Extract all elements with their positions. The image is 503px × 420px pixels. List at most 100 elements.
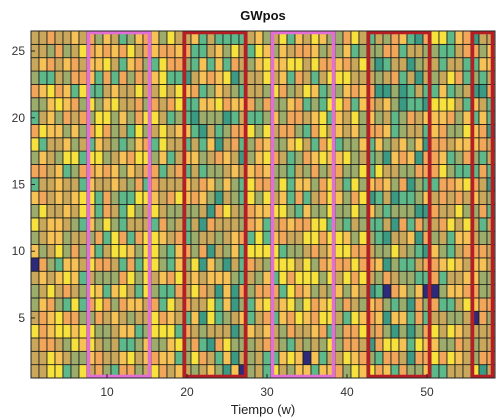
- heatmap-cell: [102, 337, 112, 352]
- heatmap-cell: [446, 190, 456, 205]
- heatmap-cell: [286, 270, 296, 285]
- heatmap-cell: [462, 97, 472, 112]
- heatmap-cell: [150, 150, 160, 165]
- heatmap-cell: [166, 83, 176, 99]
- heatmap-cell: [294, 43, 304, 59]
- heatmap-cell: [350, 150, 360, 165]
- heatmap-cell: [414, 83, 424, 99]
- heatmap-cell: [254, 110, 264, 125]
- heatmap-cell: [438, 270, 448, 285]
- heatmap-cell: [78, 190, 88, 205]
- heatmap-cell: [230, 43, 240, 59]
- heatmap-cell: [254, 350, 264, 366]
- heatmap-cell: [406, 110, 416, 125]
- heatmap-cell: [110, 70, 120, 85]
- heatmap-cell: [174, 297, 184, 312]
- heatmap-cell: [478, 230, 488, 245]
- heatmap-cell: [166, 110, 176, 125]
- heatmap-cell: [374, 110, 384, 125]
- heatmap-cell: [398, 230, 408, 245]
- heatmap-cell: [382, 110, 392, 125]
- heatmap-cell: [390, 43, 400, 59]
- heatmap-cell: [398, 150, 408, 165]
- heatmap-cell: [118, 284, 128, 299]
- heatmap-cell: [446, 177, 456, 192]
- heatmap-cell: [358, 164, 368, 179]
- heatmap-cell: [414, 110, 424, 125]
- heatmap-cell: [54, 230, 64, 245]
- heatmap-cell: [430, 284, 440, 299]
- heatmap-cell: [302, 164, 312, 179]
- heatmap-cell: [310, 284, 320, 299]
- heatmap-cell: [190, 297, 200, 312]
- y-tick-label: 25: [12, 44, 26, 58]
- heatmap-cell: [206, 244, 216, 259]
- heatmap-cell: [54, 57, 64, 72]
- heatmap-cell: [318, 270, 328, 285]
- heatmap-cell: [262, 217, 272, 232]
- heatmap-cell: [150, 177, 160, 192]
- heatmap-cell: [174, 30, 184, 45]
- heatmap-cell: [166, 204, 176, 219]
- heatmap-cell: [30, 137, 40, 152]
- heatmap-cell: [126, 297, 136, 312]
- heatmap-cell: [118, 230, 128, 245]
- heatmap-cell: [166, 230, 176, 245]
- heatmap-cell: [382, 83, 392, 99]
- heatmap-cell: [302, 150, 312, 165]
- heatmap-cell: [222, 230, 232, 245]
- heatmap-cell: [286, 337, 296, 352]
- heatmap-cell: [430, 270, 440, 285]
- heatmap-cell: [70, 284, 80, 299]
- highlight-region: [86, 30, 152, 379]
- heatmap-cell: [214, 337, 224, 352]
- heatmap-cell: [206, 97, 216, 112]
- heatmap-cell: [78, 57, 88, 72]
- heatmap-cell: [390, 164, 400, 179]
- heatmap-cell: [198, 97, 208, 112]
- heatmap-cell: [318, 97, 328, 112]
- heatmap-cell: [246, 297, 256, 312]
- heatmap-cell: [222, 217, 232, 232]
- heatmap-cell: [462, 337, 472, 352]
- heatmap-cell: [374, 337, 384, 352]
- heatmap-cell: [438, 70, 448, 85]
- heatmap-cell: [334, 230, 344, 245]
- heatmap-cell: [30, 364, 40, 379]
- heatmap-cell: [38, 297, 48, 312]
- heatmap-cell: [430, 57, 440, 72]
- heatmap-cell: [206, 257, 216, 272]
- heatmap-cell: [462, 364, 472, 379]
- heatmap-cell: [358, 244, 368, 259]
- heatmap-cell: [30, 337, 40, 352]
- heatmap-cell: [446, 204, 456, 219]
- heatmap-cell: [198, 244, 208, 259]
- heatmap-cell: [222, 150, 232, 165]
- heatmap-cell: [438, 110, 448, 125]
- heatmap-cell: [30, 324, 40, 339]
- y-tick-label: 20: [12, 111, 26, 125]
- heatmap-cell: [438, 124, 448, 139]
- heatmap-cell: [278, 164, 288, 179]
- heatmap-cell: [430, 164, 440, 179]
- heatmap-cell: [174, 204, 184, 219]
- heatmap-cell: [278, 137, 288, 152]
- heatmap-cell: [446, 270, 456, 285]
- heatmap-cell: [110, 177, 120, 192]
- heatmap-cell: [294, 57, 304, 72]
- heatmap-cell: [174, 310, 184, 326]
- heatmap-cell: [158, 230, 168, 245]
- heatmap-cell: [342, 257, 352, 272]
- heatmap-cell: [166, 284, 176, 299]
- heatmap-cell: [438, 217, 448, 232]
- heatmap-cell: [382, 57, 392, 72]
- heatmap-cell: [278, 124, 288, 139]
- heatmap-cell: [38, 244, 48, 259]
- heatmap-cell: [70, 164, 80, 179]
- heatmap-cell: [222, 83, 232, 99]
- heatmap-cell: [70, 110, 80, 125]
- heatmap-cell: [198, 297, 208, 312]
- heatmap-cell: [406, 43, 416, 59]
- heatmap-cell: [318, 310, 328, 326]
- heatmap-cell: [478, 137, 488, 152]
